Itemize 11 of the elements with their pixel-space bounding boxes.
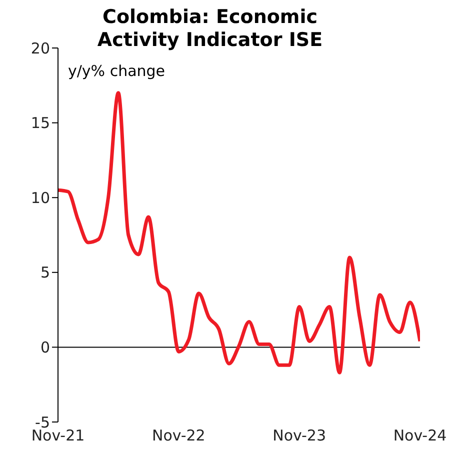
y-tick-label: 5 <box>40 264 50 282</box>
y-tick-label: 15 <box>30 114 50 132</box>
chart-title: Colombia: Economic Activity Indicator ISE <box>96 6 324 52</box>
y-axis-title: y/y% change <box>68 62 166 80</box>
x-tick-label: Nov-23 <box>272 426 326 445</box>
x-tick-label: Nov-21 <box>31 426 85 445</box>
x-tick-label: Nov-22 <box>152 426 206 445</box>
y-tick-label: 20 <box>30 39 50 58</box>
y-tick-label: 10 <box>30 188 50 207</box>
x-tick-label: Nov-24 <box>393 426 447 445</box>
y-tick-label: 0 <box>40 338 50 357</box>
